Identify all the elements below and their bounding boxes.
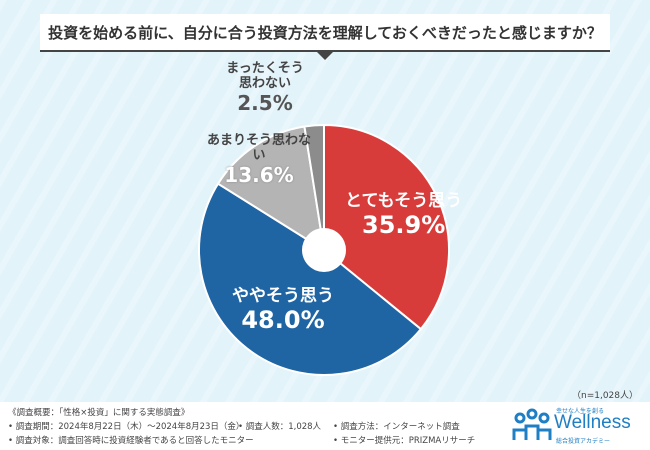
slice-not-much xyxy=(216,125,326,253)
survey-title: 《調査概要：「性格×投資」に関する実態調査》 xyxy=(8,408,190,418)
survey-target: • 調査対象：調査回答時に投資経験者であると回答したモニター xyxy=(8,436,254,446)
label-very: とてもそう思う 35.9% xyxy=(345,191,463,239)
wellness-logo: 幸せな人生を創る Wellness 総合投資アカデミー xyxy=(512,406,642,446)
value-label: 13.6% xyxy=(224,162,294,187)
donut-hole xyxy=(302,228,346,272)
label-not-much: あまりそう思わない 13.6% xyxy=(204,133,314,187)
logo-tagline: 幸せな人生を創る xyxy=(556,408,605,415)
logo-sub: 総合投資アカデミー xyxy=(556,438,611,445)
survey-count: • 調査人数：1,028人 xyxy=(238,422,322,432)
title-pointer xyxy=(317,52,333,60)
survey-period: • 調査期間：2024年8月22日（木）～2024年8月23日（金） xyxy=(8,422,245,432)
footer: 《調査概要：「性格×投資」に関する実態調査》 • 調査期間：2024年8月22日… xyxy=(0,402,650,450)
logo-people-icon xyxy=(512,408,552,440)
sample-size: （n=1,028人） xyxy=(571,391,638,401)
slice-somewhat xyxy=(198,182,423,376)
value-label: 35.9% xyxy=(362,210,446,239)
slice-very xyxy=(323,123,450,331)
slice-not-at-all xyxy=(303,123,325,251)
title-text: 投資を始める前に、自分に合う投資方法を理解しておくべきだったと感じますか？ xyxy=(48,23,602,42)
category-label: とてもそう思う xyxy=(345,191,463,211)
survey-provider: • モニター提供元：PRIZMAリサーチ xyxy=(333,436,476,446)
category-label: まったくそう思わない xyxy=(226,61,304,91)
value-label: 2.5% xyxy=(237,90,293,115)
survey-method: • 調査方法：インターネット調査 xyxy=(333,422,460,432)
category-label: ややそう思う xyxy=(232,286,334,306)
label-somewhat: ややそう思う 48.0% xyxy=(232,286,334,334)
label-not-at-all: まったくそう思わない 2.5% xyxy=(220,61,310,115)
question-title: 投資を始める前に、自分に合う投資方法を理解しておくべきだったと感じますか？ xyxy=(40,14,610,52)
value-label: 48.0% xyxy=(241,305,325,334)
category-label: あまりそう思わない xyxy=(206,133,311,163)
logo-name: Wellness xyxy=(554,412,631,433)
